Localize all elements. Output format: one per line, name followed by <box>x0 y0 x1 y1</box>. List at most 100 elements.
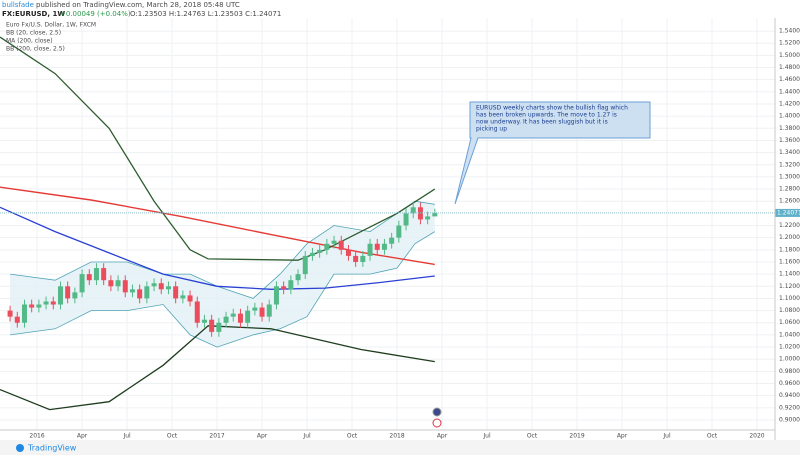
band-line <box>10 200 435 299</box>
y-tick-label: 1.30000 <box>779 173 800 180</box>
x-tick-label: Jul <box>482 433 491 440</box>
x-tick-label: 2017 <box>209 433 224 440</box>
event-icon[interactable] <box>432 407 442 417</box>
y-tick-label: 1.20000 <box>779 234 800 241</box>
event-icon[interactable] <box>432 418 442 428</box>
annotation-line: EURUSD weekly charts show the bullish fl… <box>476 105 628 112</box>
candle-body <box>43 301 49 305</box>
annotation-line: picking up <box>476 126 507 133</box>
candle-body <box>389 237 395 244</box>
y-tick-label: 1.50000 <box>779 52 800 59</box>
candle-body <box>223 316 229 323</box>
candle-body <box>295 274 301 281</box>
x-tick-label: 2019 <box>569 433 584 440</box>
candle-body <box>338 240 344 250</box>
y-tick-label: 1.52000 <box>779 40 800 47</box>
y-tick-label: 1.16000 <box>779 258 800 265</box>
candle-body <box>216 322 222 332</box>
candle-body <box>129 289 135 293</box>
candle-body <box>360 255 366 262</box>
y-tick-label: 1.04000 <box>779 331 800 338</box>
candle-body <box>187 295 193 302</box>
candle-body <box>403 213 409 226</box>
y-tick-label: 1.54000 <box>779 28 800 35</box>
logo: TradingView <box>27 444 77 453</box>
candle-body <box>14 316 20 323</box>
y-tick-label: 1.14000 <box>779 271 800 278</box>
candle-body <box>108 280 114 287</box>
candle-body <box>345 249 351 256</box>
x-tick-label: Oct <box>167 433 178 440</box>
ohlc: O:1.23503 H:1.24763 L:1.23503 C:1.24071 <box>130 10 281 18</box>
candle-body <box>266 304 272 317</box>
plot <box>0 36 775 411</box>
candle-body <box>281 286 287 290</box>
callout-box <box>454 101 651 205</box>
candle-body <box>209 319 215 332</box>
last-price-box <box>775 208 800 217</box>
candle-body <box>396 225 402 238</box>
candle-body <box>353 255 359 262</box>
callout: EURUSD weekly charts show the bullish fl… <box>454 101 651 205</box>
candle-body <box>194 301 200 323</box>
candle-body <box>7 310 13 317</box>
candle-body <box>230 313 236 317</box>
y-tick-label: 1.46000 <box>779 76 800 83</box>
candle-body <box>165 286 171 290</box>
y-tick-label: 1.32000 <box>779 161 800 168</box>
candle-body <box>158 283 164 290</box>
x-tick-label: Apr <box>257 433 268 440</box>
y-tick-label: 0.90000 <box>779 416 800 423</box>
legend-entry: MA (200, close) <box>6 38 53 45</box>
candle-body <box>245 310 251 323</box>
y-tick-label: 1.38000 <box>779 125 800 132</box>
candle-body <box>432 212 438 217</box>
x-tick-label: Oct <box>527 433 538 440</box>
candle-body <box>137 289 143 299</box>
y-tick-label: 1.10000 <box>779 295 800 302</box>
x-tick-label: Apr <box>437 433 448 440</box>
change: +0.00049 (+0.04%) <box>60 10 131 18</box>
y-tick-label: 1.36000 <box>779 137 800 144</box>
annotation-line: now underway. It has been sluggish but i… <box>476 119 608 126</box>
candle-body <box>425 216 431 220</box>
axes: 1.54000 1.52000 1.50000 1.48000 1.46000 1.440… <box>6 28 800 440</box>
legend-entry: BB (20, close, 2.5) <box>6 30 61 37</box>
y-tick-label: 1.22000 <box>779 222 800 229</box>
candle-body <box>324 243 330 250</box>
candle-body <box>317 249 323 253</box>
x-tick-label: 2020 <box>749 433 764 440</box>
candle-body <box>374 243 380 250</box>
y-tick-label: 1.48000 <box>779 64 800 71</box>
y-tick-label: 1.08000 <box>779 307 800 314</box>
candle-body <box>57 286 63 305</box>
author[interactable]: bullsfade <box>2 1 34 9</box>
candle-body <box>101 268 107 281</box>
y-tick-label: 1.44000 <box>779 88 800 95</box>
candle-body <box>302 255 308 275</box>
candle-body <box>79 274 85 293</box>
candle-body <box>367 243 373 256</box>
indicator-line <box>0 206 435 290</box>
y-tick-label: 1.42000 <box>779 100 800 107</box>
x-tick-label: Apr <box>77 433 88 440</box>
candle-body <box>252 307 258 311</box>
footer <box>0 440 800 455</box>
candle-body <box>288 280 294 290</box>
candle-body <box>151 283 157 287</box>
y-tick-label: 1.02000 <box>779 344 800 351</box>
x-tick-label: Oct <box>707 433 718 440</box>
band-fill <box>10 201 435 348</box>
x-tick-label: Jul <box>302 433 311 440</box>
x-tick-label: 2018 <box>389 433 404 440</box>
candle-body <box>180 295 186 299</box>
candle-body <box>86 274 92 281</box>
candle-body <box>36 304 42 308</box>
indicator-line <box>0 325 435 411</box>
y-tick-label: 1.18000 <box>779 246 800 253</box>
